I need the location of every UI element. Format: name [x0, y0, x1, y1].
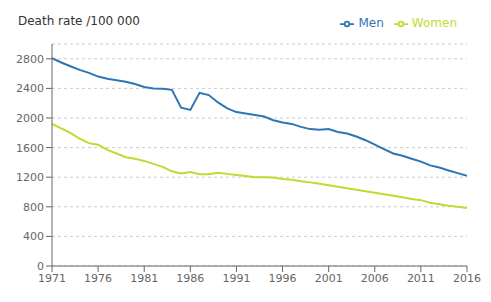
- svg-text:0: 0: [37, 260, 44, 273]
- svg-text:1600: 1600: [16, 142, 44, 155]
- svg-text:1200: 1200: [16, 171, 44, 184]
- svg-text:2001: 2001: [315, 272, 343, 285]
- svg-text:2011: 2011: [407, 272, 435, 285]
- svg-text:1976: 1976: [84, 272, 112, 285]
- html-text:Death rate /100 000: Death rate /100 000: [18, 14, 140, 28]
- html-text:Women: Women: [411, 16, 457, 30]
- svg-text:2400: 2400: [16, 82, 44, 95]
- svg-text:2016: 2016: [453, 272, 481, 285]
- svg-text:2006: 2006: [361, 272, 389, 285]
- svg-text:2000: 2000: [16, 112, 44, 125]
- html-text:Men: Men: [358, 16, 384, 30]
- svg-text:1981: 1981: [130, 272, 158, 285]
- svg-text:800: 800: [23, 201, 44, 214]
- svg-text:1971: 1971: [38, 272, 66, 285]
- svg-text:400: 400: [23, 230, 44, 243]
- svg-text:1996: 1996: [269, 272, 297, 285]
- svg-text:1986: 1986: [176, 272, 204, 285]
- svg-text:1991: 1991: [222, 272, 250, 285]
- svg-text:2800: 2800: [16, 53, 44, 66]
